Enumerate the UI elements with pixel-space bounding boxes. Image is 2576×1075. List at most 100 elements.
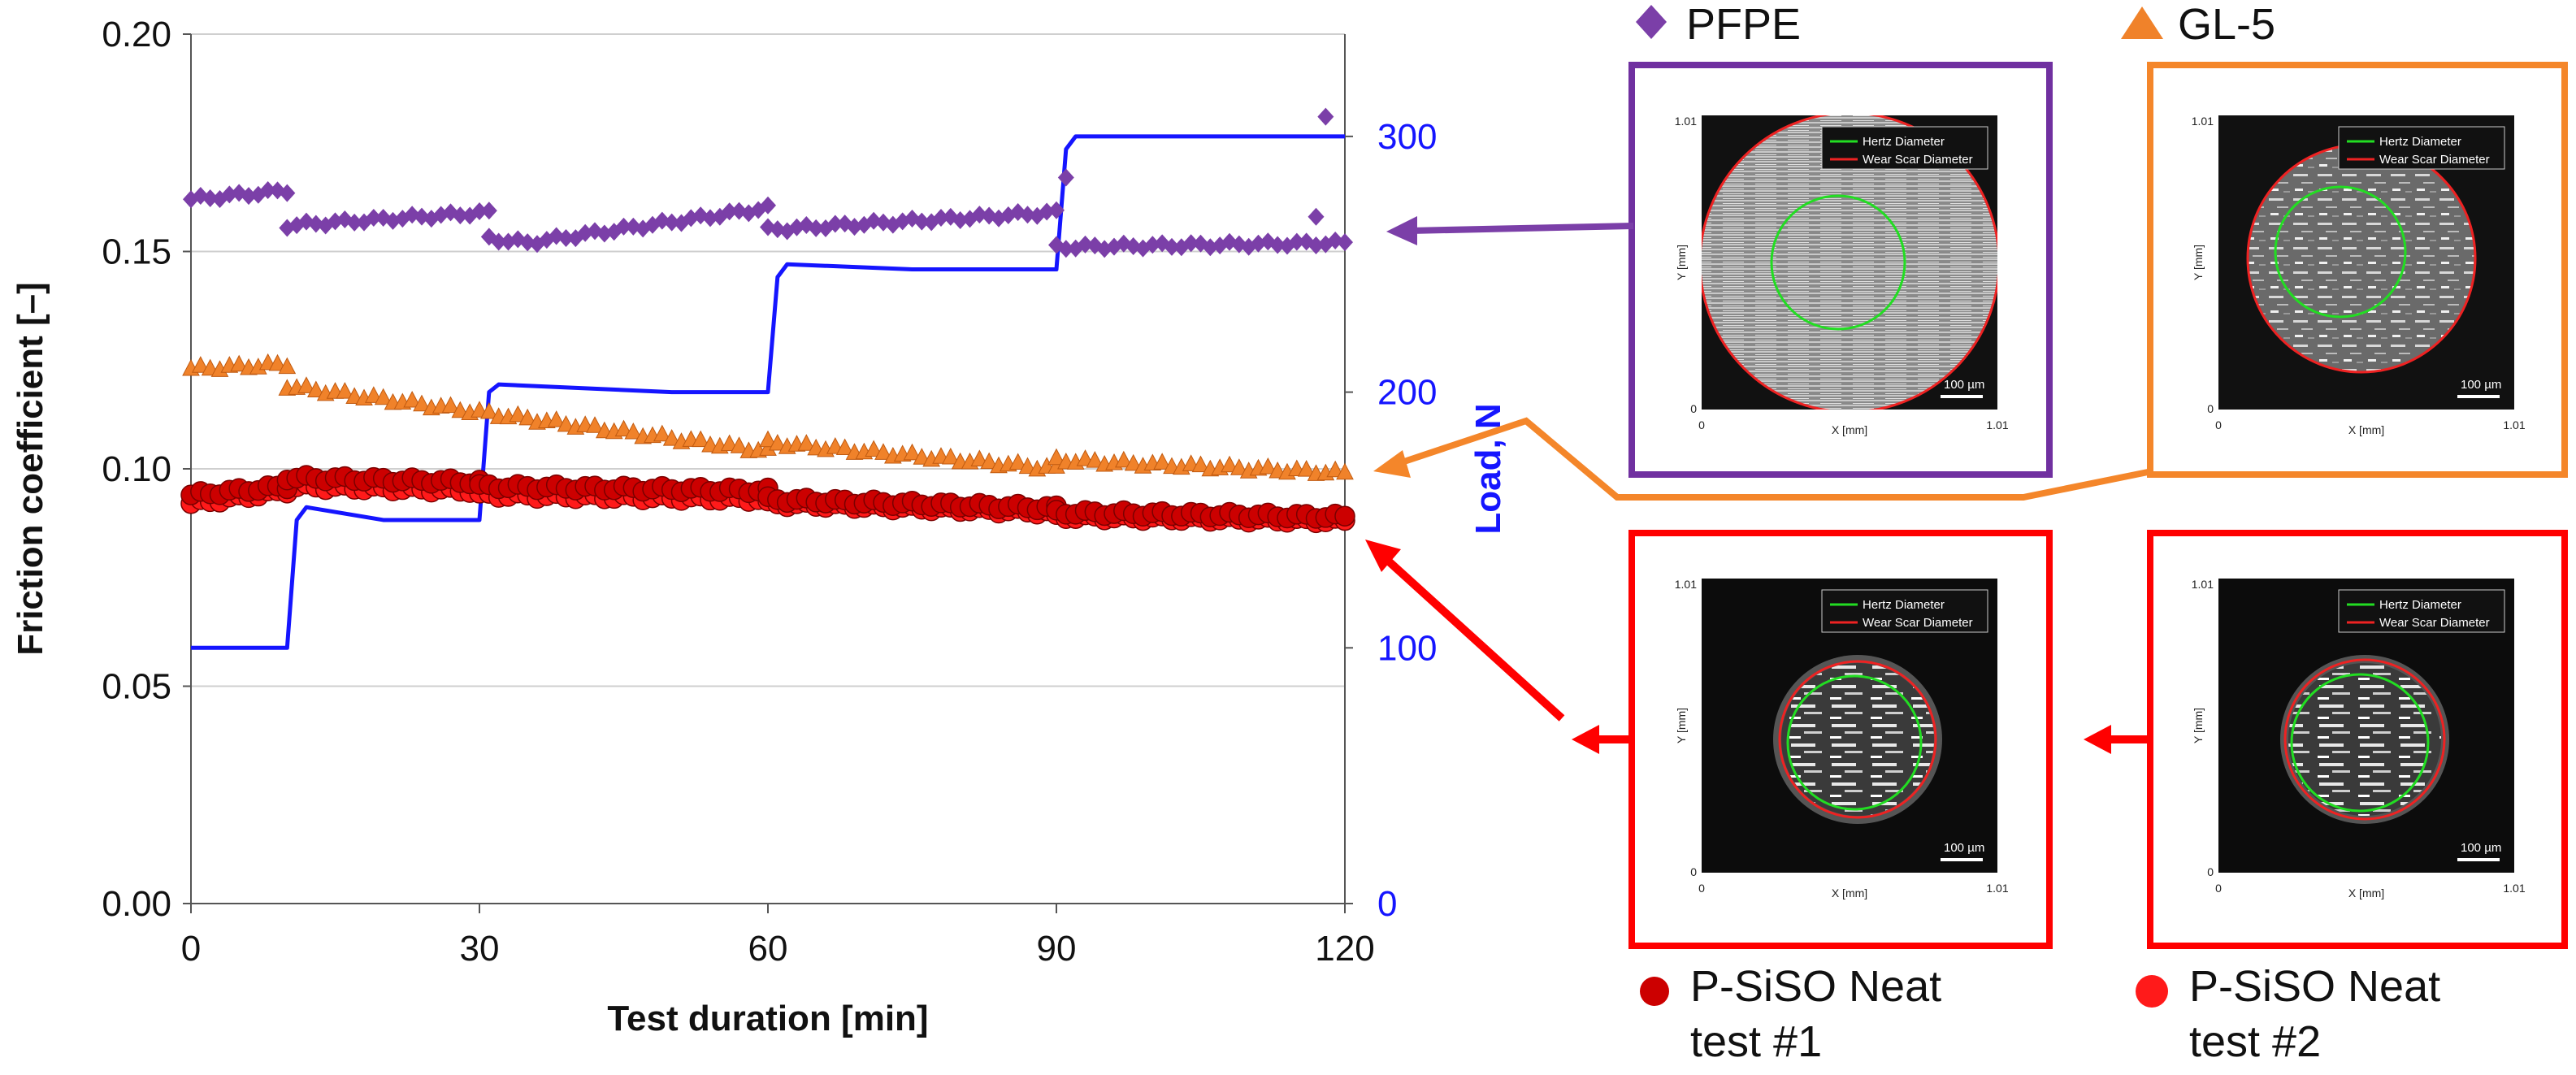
pfpe-hertz-circle (1770, 194, 1906, 331)
psiso1-y-axis-label: Y [mm] (1675, 708, 1688, 743)
pfpe-point (1164, 237, 1180, 256)
y-right-tick-label: 300 (1377, 117, 1437, 157)
pfpe-point (933, 208, 949, 227)
psiso2-wear-scar-circle (2283, 658, 2446, 821)
pfpe-arrow (1386, 216, 1634, 245)
y-left-tick-label: 0.00 (102, 884, 171, 924)
gl5-x-axis-label: X [mm] (2348, 423, 2384, 436)
pfpe-point (1057, 240, 1074, 258)
pfpe-point (1288, 232, 1305, 251)
gl5-point (692, 430, 709, 448)
load-series (191, 134, 1345, 650)
y-left-tick-label: 0.20 (102, 15, 171, 54)
gl5-point (1221, 455, 1238, 473)
pfpe-point (404, 206, 421, 224)
psiso2-wear-surface (2288, 663, 2441, 816)
gl5-point (413, 394, 431, 412)
gl5-point (1124, 453, 1143, 471)
gl5-point (1191, 455, 1210, 473)
y-left-tick-labels: 0.00 0.05 0.10 0.15 0.20 (102, 15, 171, 924)
y-right-tick-label: 0 (1377, 884, 1397, 924)
psiso1-x-tick-max: 1.01 (1986, 882, 2008, 895)
y-right-tick-label: 100 (1377, 628, 1437, 668)
psiso1-series (180, 465, 1355, 529)
pfpe-point (1077, 235, 1094, 254)
psiso1-wear-scar-circle (1778, 660, 1937, 819)
gl5-arrow (1373, 417, 2153, 501)
gl5-point (662, 429, 681, 446)
gl5-point (441, 396, 460, 414)
psiso2-legend-label-line2: test #2 (2189, 1017, 2321, 1066)
gl5-x-tick-max: 1.01 (2503, 418, 2525, 431)
psiso1-hertz-circle (1786, 674, 1923, 811)
y-right-axis-title: Load, N (1468, 403, 1508, 534)
gl5-point (557, 414, 575, 432)
pfpe-point (259, 180, 276, 199)
pfpe-point (721, 202, 738, 221)
gl5-hertz-legend-label: Hertz Diameter (2379, 135, 2461, 149)
x-tick-label: 30 (460, 929, 500, 969)
x-tick-label: 90 (1037, 929, 1077, 969)
gl5-point (480, 401, 498, 419)
pfpe-point (279, 184, 296, 202)
pfpe-point (365, 209, 382, 228)
pfpe-arrow-shaft (1409, 223, 1634, 234)
pfpe-point (1269, 236, 1286, 254)
gl5-point (278, 357, 297, 375)
psiso2-hertz-legend-label: Hertz Diameter (2379, 598, 2461, 612)
pfpe-point (1019, 206, 1036, 224)
psiso1-inset-legend-box (1821, 589, 1988, 633)
gl5-point (614, 419, 633, 437)
gl5-point (1297, 460, 1316, 477)
psiso2-y-tick-zero: 0 (2207, 865, 2214, 878)
gl5-arrow-shaft (1398, 417, 2153, 501)
gl5-point (1115, 450, 1133, 468)
gl5-point (624, 422, 643, 440)
pfpe-legend-marker (1636, 5, 1667, 39)
pfpe-y-tick-max: 1.01 (1675, 115, 1697, 128)
gl5-point (1047, 448, 1065, 466)
pfpe-point (1317, 107, 1334, 126)
gl5-series (182, 353, 1354, 481)
psiso1-arrow (1365, 540, 1630, 754)
gl5-point (653, 424, 671, 442)
pfpe-point (1048, 201, 1065, 219)
gl5-point (730, 436, 748, 453)
psiso2-legend-marker (2136, 975, 2168, 1008)
gl5-point (509, 405, 527, 423)
psiso2-legend-label-line1: P-SiSO Neat (2189, 962, 2440, 1011)
psiso1-y-tick-zero: 0 (1690, 865, 1697, 878)
gl5-point (374, 388, 392, 405)
pfpe-arrow-head (1386, 216, 1417, 245)
micrograph-annotations: Hertz Diameter Wear Scar Diameter 100 µm 1.… (1675, 115, 2526, 899)
gl5-point (1086, 451, 1104, 468)
psiso2-x-tick-zero: 0 (2215, 882, 2222, 895)
psiso1-point (1334, 505, 1355, 527)
psiso1-arrow-head (1365, 540, 1401, 572)
gl5-point (336, 382, 354, 399)
gl5-point (297, 376, 315, 393)
pfpe-y-tick-zero: 0 (1690, 402, 1697, 415)
psiso1-hertz-legend-label: Hertz Diameter (1863, 598, 1945, 612)
pfpe-point (615, 217, 632, 236)
gl5-point (365, 386, 383, 403)
pfpe-point (1308, 207, 1325, 226)
pfpe-point (557, 228, 575, 247)
pfpe-y-axis-label: Y [mm] (1675, 245, 1688, 280)
pfpe-point (307, 215, 324, 233)
pfpe-point (808, 219, 825, 237)
load-line (191, 134, 1345, 650)
psiso1-legend-label-line1: P-SiSO Neat (1690, 962, 1941, 1011)
gl5-point (797, 434, 816, 451)
pfpe-inset-legend-box (1821, 126, 1988, 170)
pfpe-x-tick-max: 1.01 (1986, 418, 2008, 431)
gl5-point (451, 401, 470, 418)
gl5-legend-marker (2121, 7, 2163, 39)
pfpe-point (865, 211, 883, 230)
gl5-point (720, 434, 739, 452)
gl5-point (403, 390, 421, 408)
psiso1-legend-label-line2: test #1 (1690, 1017, 1822, 1066)
pfpe-wear-legend-label: Wear Scar Diameter (1863, 153, 1973, 167)
x-tick-label: 120 (1315, 929, 1374, 969)
